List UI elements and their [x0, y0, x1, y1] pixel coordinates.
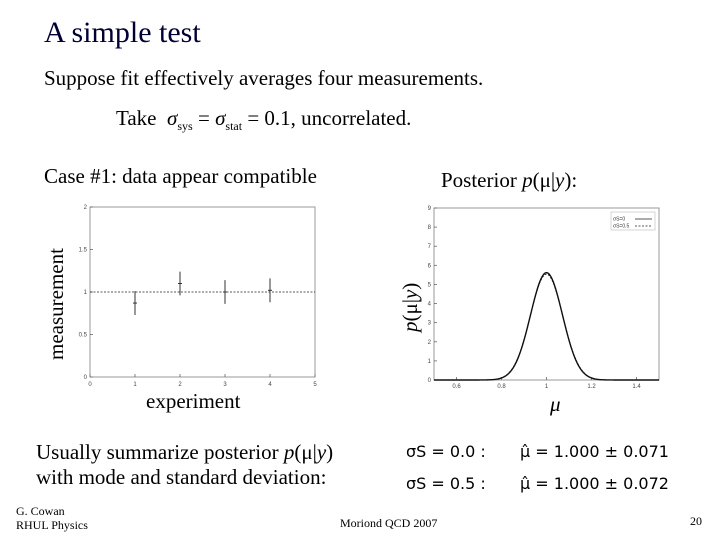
- x-tick-label: 2: [178, 382, 182, 388]
- footer-institution: RHUL Physics: [16, 518, 88, 532]
- sys-subscript: sys: [177, 119, 193, 133]
- intro-text: Suppose fit effectively averages four me…: [44, 66, 484, 90]
- summary-line-2: with mode and standard deviation:: [36, 465, 327, 489]
- summary-line-1: Usually summarize posterior p(μ|y): [36, 440, 333, 465]
- posterior-axis-p: p: [398, 321, 422, 333]
- mu-axis-label: μ: [550, 392, 561, 416]
- posterior-end: ):: [564, 168, 578, 192]
- y-tick-label: 6: [428, 263, 432, 269]
- footer-author: G. Cowan RHUL Physics: [16, 504, 88, 532]
- legend-entry-label: σS=0.5: [613, 224, 630, 230]
- posterior-label: Posterior p(μ|y):: [441, 168, 577, 193]
- legend-entry-label: σS=0: [613, 217, 625, 223]
- x-tick-label: 0.8: [497, 384, 506, 388]
- legend-box: [610, 211, 656, 231]
- posterior-curve: [434, 273, 659, 381]
- posterior-plot-frame: [433, 207, 660, 381]
- posterior-args: (μ|: [532, 168, 556, 192]
- page-number: 20: [690, 514, 702, 528]
- posterior-axis-end: ): [398, 282, 422, 290]
- result-sigma-1: σS = 0.5 :: [406, 474, 486, 493]
- y-tick-label: 2: [428, 340, 432, 346]
- y-tick-label: 1: [428, 359, 432, 365]
- y-tick-label: 1: [84, 290, 88, 296]
- y-tick-label: 0: [428, 378, 432, 384]
- stat-subscript: stat: [225, 119, 243, 133]
- x-tick-label: 4: [268, 382, 272, 388]
- y-tick-label: 5: [428, 282, 432, 288]
- take-word: Take: [116, 106, 157, 130]
- footer-author-name: G. Cowan: [16, 504, 65, 518]
- result-sigma-0: σS = 0.0 :: [406, 442, 486, 461]
- y-tick-label: 9: [428, 206, 432, 212]
- posterior-word: Posterior: [441, 168, 523, 192]
- summary-text: Usually summarize posterior p(μ|y) with …: [36, 440, 333, 490]
- x-tick-label: 1.2: [587, 384, 596, 388]
- equals-sign: =: [192, 106, 216, 130]
- y-tick-label: 2: [84, 205, 88, 211]
- posterior-y: y: [555, 168, 565, 192]
- summary-end: ): [326, 440, 334, 464]
- posterior-axis-args: (μ|: [398, 299, 422, 322]
- measurement-axis-label: measurement: [44, 248, 68, 360]
- x-tick-label: 5: [313, 382, 317, 388]
- case-label: Case #1: data appear compatible: [44, 164, 317, 188]
- y-tick-label: 4: [428, 302, 432, 308]
- posterior-axis-y: y: [398, 289, 422, 300]
- posterior-chart: 0.6 0.8 1 1.2 1.4 0 1 2 3 4 5 6 7 8 9 σS=0σS=0.5: [428, 206, 660, 388]
- sigma-symbol: σ: [161, 106, 178, 130]
- posterior-p: p: [522, 168, 533, 192]
- x-tick-label: 1: [133, 382, 137, 388]
- y-tick-label: 0.5: [79, 333, 88, 339]
- x-tick-label: 1.4: [632, 384, 641, 388]
- sigma-statement: Take σsys = σstat = 0.1, uncorrelated.: [116, 106, 412, 133]
- sigma-symbol-2: σ: [215, 106, 226, 130]
- y-tick-label: 7: [428, 244, 432, 250]
- x-tick-label: 1: [545, 384, 549, 388]
- result-estimate-0: μ̂ = 1.000 ± 0.071: [520, 442, 669, 461]
- y-tick-label: 8: [428, 225, 432, 231]
- summary-y: y: [316, 440, 327, 464]
- summary-p: p: [283, 440, 295, 464]
- footer-conference: Moriond QCD 2007: [340, 516, 438, 530]
- summary-args: (μ|: [294, 440, 317, 464]
- measurement-chart: 0 1 2 3 4 5 0 0.5 1 1.5 2: [79, 205, 318, 388]
- x-tick-label: 0: [88, 382, 92, 388]
- x-tick-label: 0.6: [452, 384, 461, 388]
- result-estimate-1: μ̂ = 1.000 ± 0.072: [520, 474, 669, 493]
- y-tick-label: 1.5: [79, 248, 88, 254]
- experiment-axis-label: experiment: [146, 389, 241, 413]
- slide-title: A simple test: [44, 16, 201, 49]
- y-tick-label: 0: [84, 375, 88, 381]
- summary-pre: Usually summarize posterior: [36, 440, 284, 464]
- sigma-value-text: = 0.1, uncorrelated.: [242, 106, 412, 130]
- y-tick-label: 3: [428, 321, 432, 327]
- x-tick-label: 3: [223, 382, 227, 388]
